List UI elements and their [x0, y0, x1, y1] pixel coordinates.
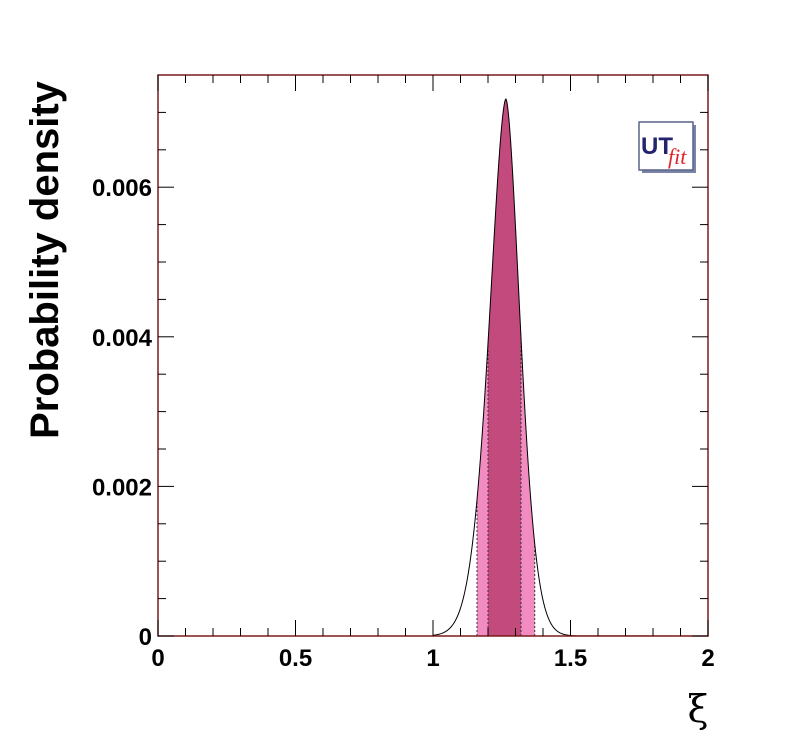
x-tick-label: 0 — [151, 645, 164, 672]
interval-68-band — [488, 98, 521, 636]
x-tick-labels: 0 0.5 1 1.5 2 — [151, 645, 714, 672]
interval-68-area — [488, 98, 521, 636]
y-tick-label: 0.002 — [92, 474, 152, 501]
logo-ut-text: UT — [641, 133, 673, 160]
density-curve — [158, 98, 709, 637]
x-tick-label: 2 — [701, 645, 714, 672]
plot-background — [158, 75, 708, 636]
y-tick-label: 0.006 — [92, 175, 152, 202]
y-axis-title: Probability density — [23, 80, 67, 439]
x-axis-title: ξ — [688, 687, 709, 731]
y-tick-labels: 0 0.002 0.004 0.006 — [92, 175, 153, 651]
y-tick-label: 0.004 — [92, 325, 153, 352]
interval-bounds — [476, 337, 536, 636]
axis-ticks — [157, 75, 709, 637]
x-tick-label: 0.5 — [279, 645, 312, 672]
y-tick-label: 0 — [139, 624, 152, 651]
logo-fit-text: fit — [668, 144, 687, 169]
x-tick-label: 1 — [426, 645, 439, 672]
utfit-logo: UT fit — [638, 121, 696, 173]
x-tick-label: 1.5 — [554, 645, 587, 672]
